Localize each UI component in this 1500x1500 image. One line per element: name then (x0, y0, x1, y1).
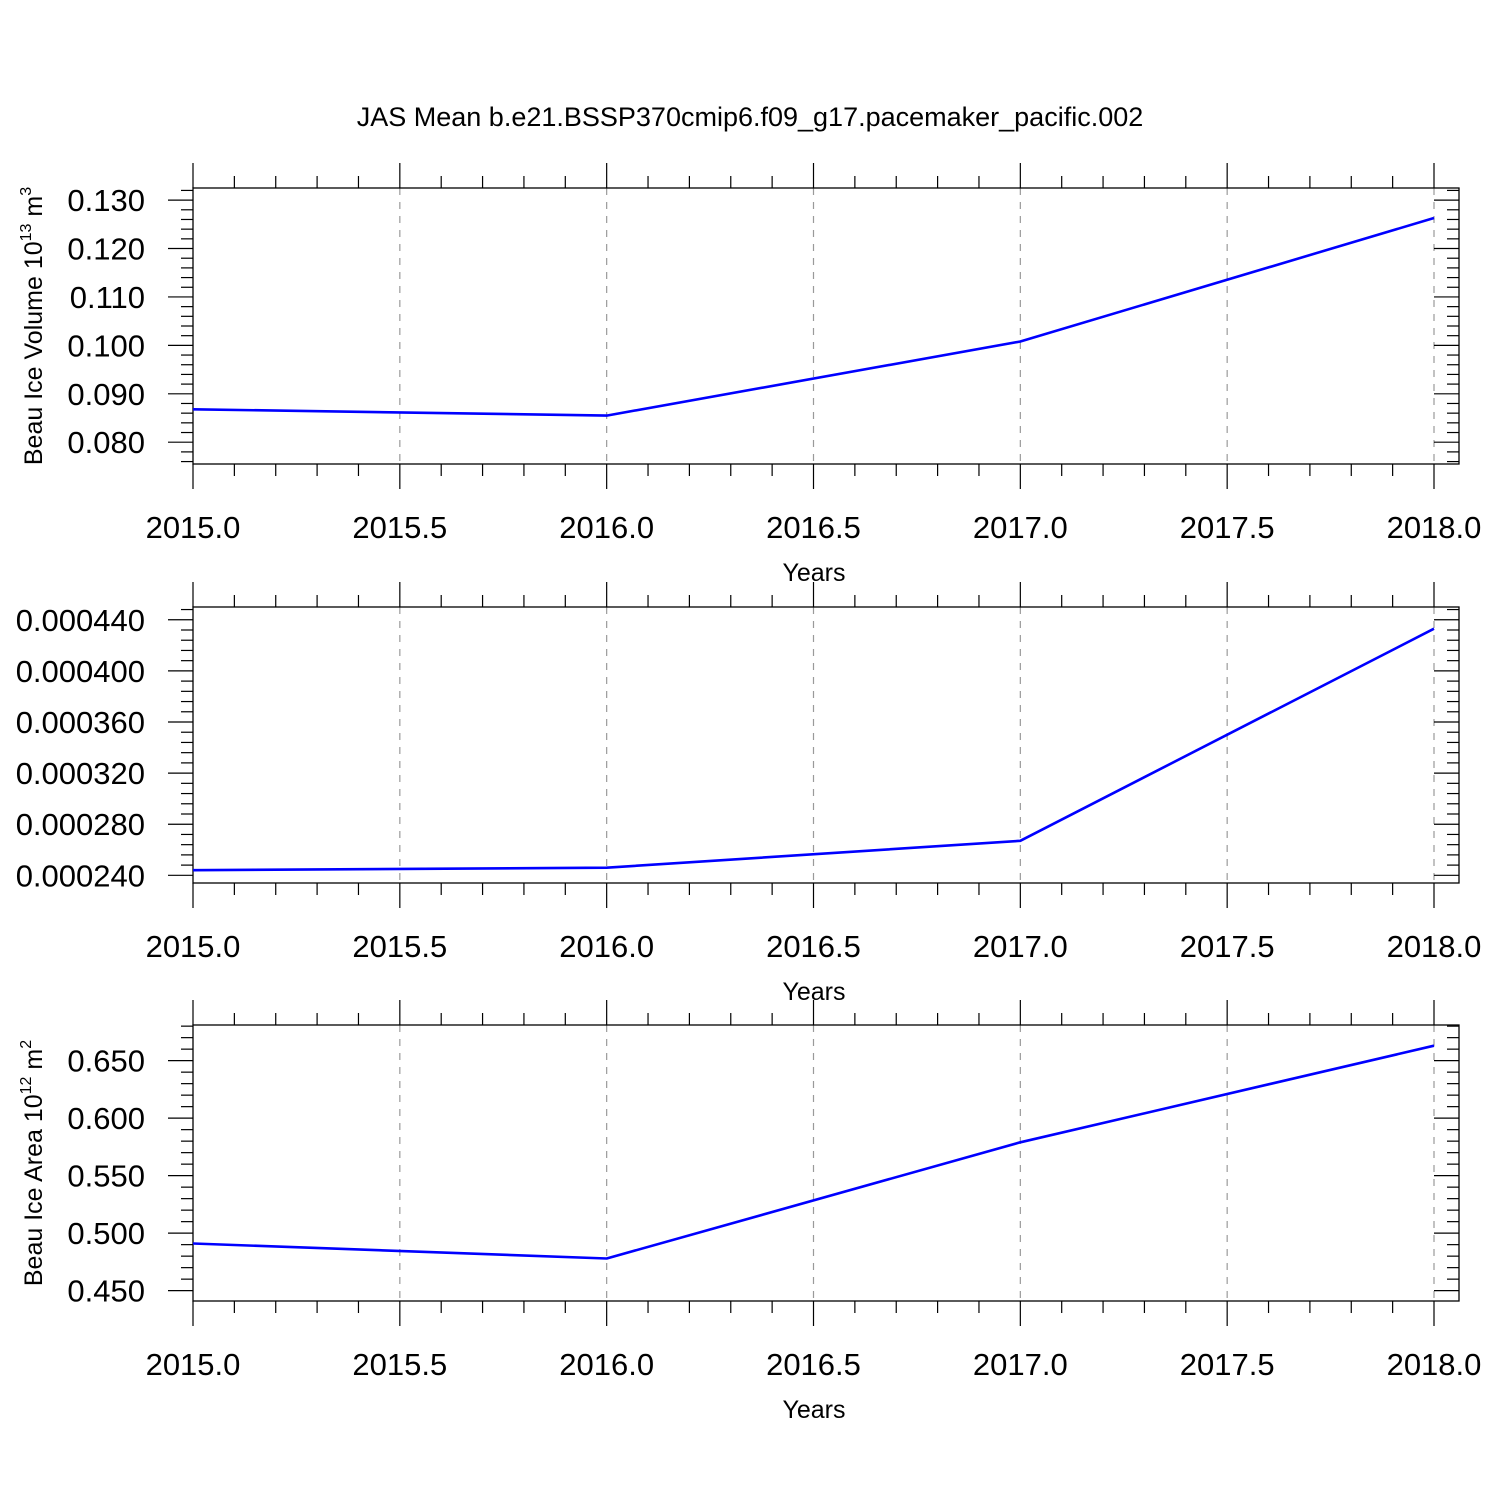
y-axis-label-unit-exponent: 2 (18, 1040, 35, 1049)
x-tick-label: 2017.5 (1180, 510, 1275, 545)
x-tick-label: 2017.0 (973, 1347, 1068, 1382)
x-tick-label: 2018.0 (1387, 1347, 1482, 1382)
y-axis-label: Beau Ice Volume 1013 m3 (18, 187, 48, 465)
y-tick-label: 0.000320 (16, 756, 145, 791)
y-tick-label: 0.500 (67, 1216, 145, 1251)
series-line (192, 216, 1435, 417)
x-tick-label: 2015.5 (352, 1347, 447, 1382)
plot-frame (192, 187, 1460, 465)
y-tick-label: 0.130 (67, 183, 145, 218)
y-tick-label: 0.650 (67, 1044, 145, 1079)
chart-panel-1: 0.080 0.090 0.100 0.110 0.120 0.130 2015.0 2015… (18, 163, 1481, 587)
y-tick-label: 0.120 (67, 232, 145, 267)
y-axis-label: Beau Ice Area 1012 m2 (18, 1040, 48, 1286)
plot-frame (192, 1024, 1460, 1302)
y-axis-label-text: Beau Ice Area 10 (20, 1094, 48, 1286)
x-tick-label: 2017.5 (1180, 929, 1275, 964)
y-tick-label: 0.100 (67, 328, 145, 363)
y-axis-label-exponent: 13 (18, 223, 35, 241)
y-tick-label: 0.000240 (16, 858, 145, 893)
y-tick-label: 0.550 (67, 1159, 145, 1194)
y-tick-label: 0.000440 (16, 603, 145, 638)
y-axis-label-unit-exponent: 3 (18, 187, 35, 196)
x-tick-label: 2016.0 (559, 510, 654, 545)
y-tick-label: 0.110 (70, 280, 145, 315)
x-tick-label: 2017.0 (973, 929, 1068, 964)
y-axis-label-unit: m (20, 1049, 48, 1077)
x-axis-label: Years (782, 1396, 845, 1424)
x-tick-label: 2016.5 (766, 929, 861, 964)
x-tick-label: 2016.0 (559, 929, 654, 964)
y-tick-label: 0.000400 (16, 654, 145, 689)
x-tick-label: 2017.0 (973, 510, 1068, 545)
y-axis-label-exponent: 12 (18, 1076, 35, 1094)
x-tick-label: 2015.5 (352, 510, 447, 545)
x-tick-label: 2016.5 (766, 510, 861, 545)
y-tick-label: 0.080 (67, 425, 145, 460)
y-tick-label: 0.450 (67, 1274, 145, 1309)
x-tick-label: 2015.0 (146, 510, 241, 545)
chart-panels: 0.080 0.090 0.100 0.110 0.120 0.130 2015.0 2015… (16, 163, 1482, 1424)
series-line (192, 1044, 1435, 1260)
y-tick-label: 0.000280 (16, 807, 145, 842)
x-tick-label: 2018.0 (1387, 510, 1482, 545)
x-tick-label: 2015.0 (146, 929, 241, 964)
x-tick-label: 2015.0 (146, 1347, 241, 1382)
x-tick-label: 2016.5 (766, 1347, 861, 1382)
chart-panel-2: 0.000240 0.000280 0.000320 0.000360 0.000400… (16, 582, 1482, 1006)
y-tick-label: 0.600 (67, 1101, 145, 1136)
plot-frame (192, 606, 1460, 884)
series-line (192, 627, 1435, 872)
y-tick-label: 0.000360 (16, 705, 145, 740)
y-axis-label-unit: m (20, 196, 48, 224)
chart-panel-3: 0.450 0.500 0.550 0.600 0.650 2015.0 2015.5 201… (18, 1000, 1481, 1424)
y-axis-label-text: Beau Ice Volume 10 (20, 241, 48, 465)
x-tick-label: 2018.0 (1387, 929, 1482, 964)
x-tick-label: 2015.5 (352, 929, 447, 964)
x-tick-label: 2017.5 (1180, 1347, 1275, 1382)
y-tick-label: 0.090 (67, 377, 145, 412)
x-tick-label: 2016.0 (559, 1347, 654, 1382)
figure-title: JAS Mean b.e21.BSSP370cmip6.f09_g17.pace… (357, 102, 1144, 132)
